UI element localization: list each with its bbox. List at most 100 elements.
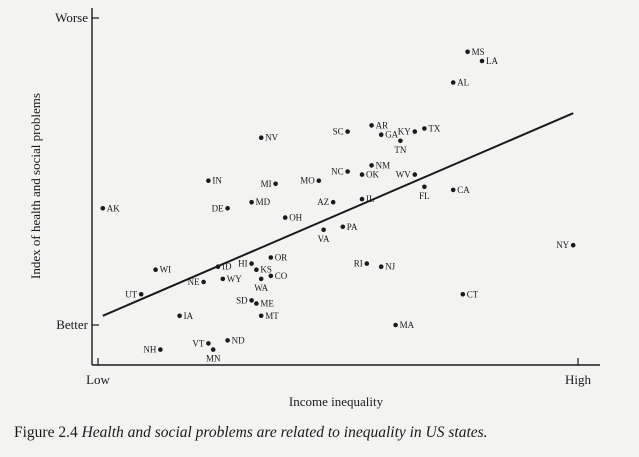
y-tick-label-better: Better — [56, 317, 88, 332]
point-label-or: OR — [275, 253, 288, 263]
x-tick-label-low: Low — [86, 372, 110, 387]
point-label-ri: RI — [354, 259, 363, 269]
point-wa — [258, 276, 264, 282]
point-label-ma: MA — [400, 320, 415, 330]
point-label-ok: OK — [366, 170, 379, 180]
point-label-ks: KS — [260, 265, 272, 275]
y-tick-label-worse: Worse — [55, 10, 88, 25]
point-ks — [254, 267, 259, 273]
point-mi — [273, 181, 278, 187]
point-sc — [345, 129, 350, 134]
point-label-md: MD — [256, 197, 271, 207]
point-label-ms: MS — [472, 47, 485, 57]
point-label-de: DE — [212, 203, 224, 213]
point-il — [359, 196, 365, 202]
point-me — [254, 301, 259, 306]
point-la — [479, 58, 485, 64]
point-co — [268, 273, 274, 279]
point-label-va: VA — [318, 234, 330, 244]
point-label-ct: CT — [467, 289, 479, 299]
point-ne — [201, 279, 206, 285]
point-label-sd: SD — [236, 295, 248, 305]
point-ak — [100, 206, 106, 211]
point-label-ca: CA — [457, 185, 470, 195]
caption-title: Health and social problems are related t… — [81, 424, 488, 441]
point-label-tx: TX — [428, 124, 440, 134]
point-mn — [210, 347, 216, 352]
point-ms — [465, 49, 470, 55]
point-ut — [138, 292, 144, 297]
point-label-nv: NV — [265, 133, 278, 143]
y-axis-title: Index of health and social problems — [28, 93, 43, 279]
point-hi — [249, 261, 254, 266]
point-ri — [364, 261, 370, 266]
point-label-pa: PA — [347, 222, 358, 232]
point-label-me: ME — [260, 299, 274, 309]
point-label-mo: MO — [300, 176, 315, 186]
point-label-wi: WI — [160, 265, 172, 275]
point-label-wy: WY — [227, 274, 242, 284]
point-label-id: ID — [222, 262, 232, 272]
point-wv — [412, 172, 418, 177]
point-label-ak: AK — [107, 203, 120, 213]
point-ok — [359, 172, 365, 177]
point-ga — [378, 132, 384, 137]
point-label-wv: WV — [396, 170, 411, 180]
point-tn — [398, 138, 403, 144]
caption-number: Figure 2.4 — [14, 424, 78, 441]
point-label-nm: NM — [376, 160, 391, 170]
point-label-mi: MI — [261, 179, 272, 189]
point-de — [225, 206, 230, 211]
point-ia — [177, 313, 182, 319]
x-axis-title: Income inequality — [289, 394, 384, 409]
point-label-hi: HI — [238, 259, 248, 269]
point-nc — [345, 169, 350, 174]
point-label-la: LA — [486, 56, 498, 66]
point-nh — [158, 347, 163, 352]
point-label-ar: AR — [376, 120, 389, 130]
point-label-ia: IA — [184, 311, 194, 321]
point-label-ga: GA — [385, 130, 398, 140]
point-wi — [153, 267, 158, 273]
point-pa — [340, 224, 346, 230]
point-mo — [316, 178, 322, 183]
point-fl — [422, 184, 427, 190]
point-label-al: AL — [457, 78, 469, 88]
point-ar — [369, 123, 374, 128]
point-mt — [258, 313, 264, 319]
point-label-il: IL — [366, 194, 375, 204]
point-vt — [206, 341, 211, 346]
point-ny — [570, 242, 576, 248]
point-label-mt: MT — [265, 311, 279, 321]
point-label-nh: NH — [143, 345, 156, 355]
point-label-nc: NC — [331, 167, 344, 177]
point-or — [268, 255, 274, 260]
point-ma — [393, 322, 398, 328]
point-az — [330, 199, 336, 205]
point-wy — [220, 276, 226, 282]
point-sd — [249, 298, 254, 303]
point-label-ut: UT — [125, 289, 137, 299]
point-id — [215, 264, 221, 270]
point-label-mn: MN — [206, 354, 221, 364]
point-label-co: CO — [275, 271, 288, 281]
point-ky — [412, 129, 418, 134]
point-label-nj: NJ — [385, 262, 395, 272]
point-label-az: AZ — [317, 197, 329, 207]
point-label-in: IN — [212, 176, 222, 186]
figure-caption: Figure 2.4 Health and social problems ar… — [14, 424, 634, 442]
point-label-nd: ND — [232, 335, 245, 345]
point-ct — [460, 292, 466, 297]
point-in — [206, 178, 211, 183]
point-label-fl: FL — [419, 191, 430, 201]
point-nj — [378, 264, 384, 270]
point-md — [249, 199, 254, 205]
trend-line — [102, 112, 574, 317]
x-tick-label-high: High — [565, 372, 592, 387]
point-va — [321, 227, 326, 233]
point-oh — [282, 215, 288, 220]
point-nm — [369, 163, 374, 168]
point-label-wa: WA — [254, 283, 268, 293]
